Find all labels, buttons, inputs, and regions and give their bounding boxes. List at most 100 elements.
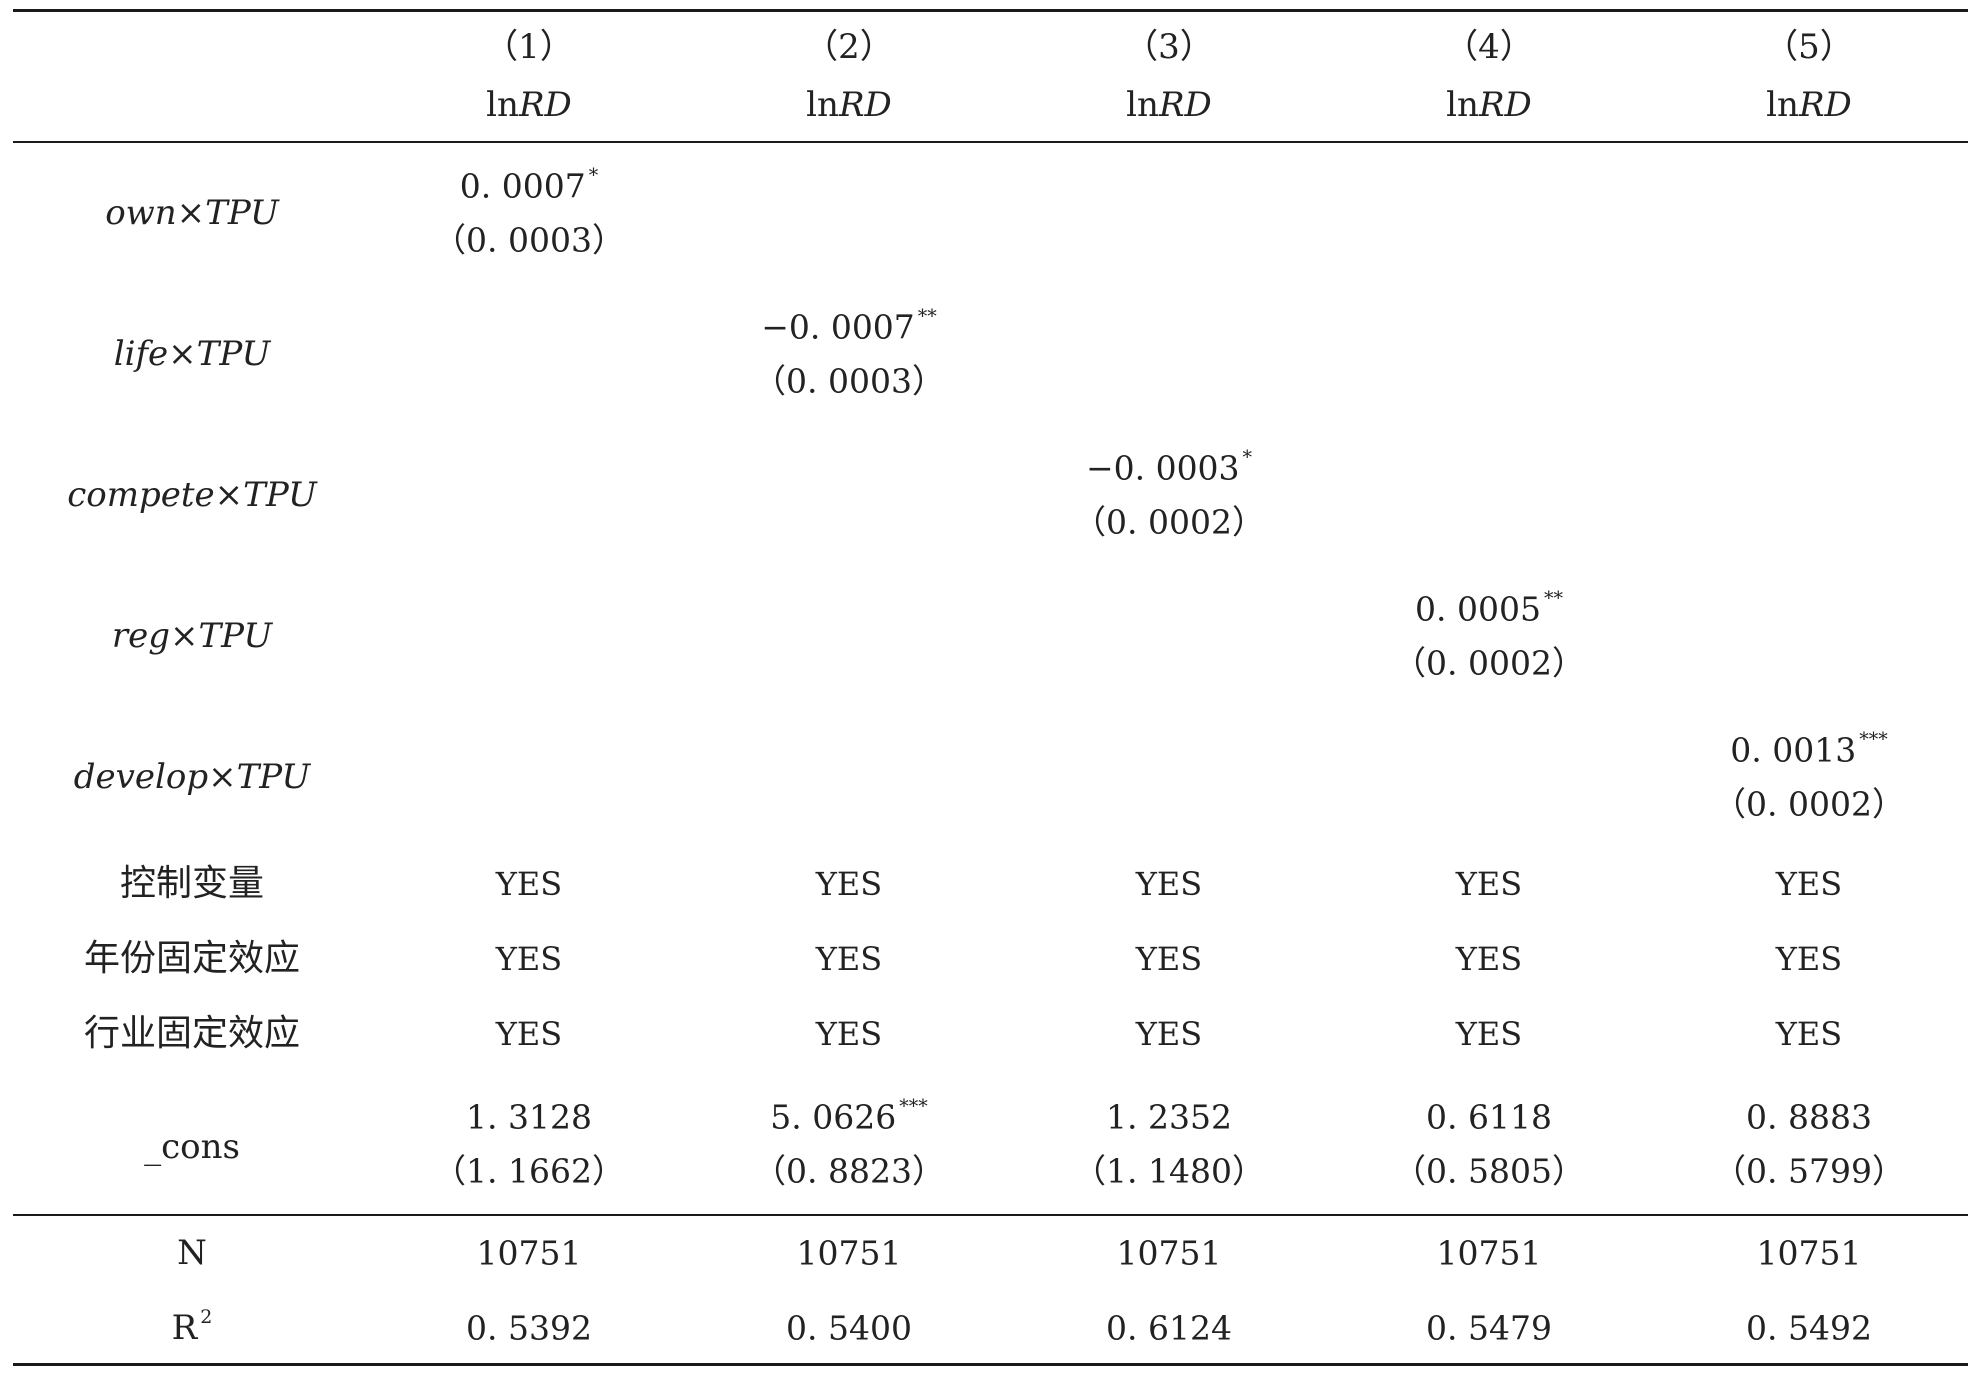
- interaction-tpu: TPU: [243, 475, 317, 515]
- header-rule: [13, 141, 1968, 143]
- standard-error: （0. 0002）: [1713, 784, 1905, 824]
- significance-stars: *: [1242, 446, 1253, 469]
- stats-rule: [13, 1214, 1968, 1216]
- times-sign: ×: [208, 757, 237, 797]
- dep-prefix: ln: [1766, 85, 1799, 125]
- n-value: 10751: [796, 1233, 902, 1273]
- cons-label: _cons: [144, 1127, 240, 1167]
- cons-coefficient: 5. 0626 ***: [770, 1097, 927, 1137]
- interaction-label: compete×TPU: [67, 478, 317, 512]
- n-value: 10751: [476, 1233, 582, 1273]
- coefficient-value: 0. 0005: [1415, 589, 1541, 629]
- control-label: 年份固定效应: [83, 938, 301, 979]
- dependent-variable: lnRD: [486, 88, 572, 122]
- n-label: N: [177, 1233, 207, 1273]
- interaction-label: develop×TPU: [74, 760, 310, 794]
- n-value: 10751: [1756, 1233, 1862, 1273]
- cons-standard-error: （0. 8823）: [753, 1151, 945, 1191]
- cons-standard-error: （1. 1662）: [433, 1151, 625, 1191]
- dependent-variable: lnRD: [1766, 88, 1852, 122]
- cons-value: 1. 3128: [466, 1097, 592, 1137]
- cons-value: 5. 0626: [770, 1097, 897, 1137]
- interaction-var: reg: [111, 616, 171, 656]
- coefficient-value: −0. 0003: [1085, 448, 1240, 488]
- control-value: YES: [1135, 1015, 1203, 1053]
- control-value: YES: [1455, 1015, 1523, 1053]
- r2-base: R: [171, 1308, 198, 1348]
- column-number: （1）: [484, 27, 574, 67]
- n-value: 10751: [1436, 1233, 1542, 1273]
- cons-coefficient: 1. 3128: [466, 1101, 592, 1134]
- cons-standard-error: （0. 5805）: [1393, 1151, 1585, 1191]
- significance-stars: **: [917, 305, 937, 328]
- control-value: YES: [1775, 865, 1843, 903]
- cons-value: 0. 6118: [1426, 1097, 1552, 1137]
- dep-var: RD: [1478, 85, 1532, 125]
- cons-coefficient: 0. 6118: [1426, 1101, 1552, 1134]
- standard-error: （0. 0002）: [1073, 502, 1265, 542]
- column-number: （2）: [804, 27, 894, 67]
- coefficient: 0. 0005 **: [1415, 589, 1563, 629]
- dep-prefix: ln: [806, 85, 839, 125]
- coefficient-value: 0. 0007: [459, 166, 586, 206]
- control-value: YES: [1135, 940, 1203, 978]
- significance-stars: ***: [1859, 728, 1888, 751]
- coefficient-value: 0. 0013: [1730, 730, 1857, 770]
- interaction-var: life: [113, 334, 169, 374]
- r2-value: 0. 6124: [1106, 1308, 1232, 1348]
- control-value: YES: [815, 865, 883, 903]
- interaction-var: compete: [67, 475, 215, 515]
- coefficient: −0. 0007 **: [761, 307, 937, 347]
- dep-prefix: ln: [1446, 85, 1479, 125]
- coefficient: 0. 0013 ***: [1730, 730, 1887, 770]
- times-sign: ×: [176, 193, 206, 233]
- dep-var: RD: [1798, 85, 1852, 125]
- column-number: （4）: [1444, 27, 1534, 67]
- control-value: YES: [495, 1015, 563, 1053]
- standard-error: （0. 0002）: [1393, 643, 1585, 683]
- control-label: 行业固定效应: [83, 1013, 301, 1054]
- control-value: YES: [1775, 1015, 1843, 1053]
- significance-stars: **: [1543, 587, 1563, 610]
- dep-var: RD: [838, 85, 892, 125]
- n-value: 10751: [1116, 1233, 1222, 1273]
- coefficient-value: −0. 0007: [761, 307, 915, 347]
- cons-standard-error: （0. 5799）: [1713, 1151, 1905, 1191]
- interaction-label: reg×TPU: [112, 619, 272, 653]
- bottom-rule: [13, 1363, 1968, 1366]
- r2-value: 0. 5479: [1426, 1308, 1552, 1348]
- significance-stars: ***: [899, 1095, 928, 1118]
- cons-standard-error: （1. 1480）: [1073, 1151, 1265, 1191]
- standard-error: （0. 0003）: [753, 361, 945, 401]
- interaction-label: own×TPU: [105, 196, 279, 230]
- coefficient: −0. 0003 *: [1085, 448, 1252, 488]
- interaction-var: develop: [73, 757, 209, 797]
- standard-error: （0. 0003）: [433, 220, 625, 260]
- times-sign: ×: [214, 475, 244, 515]
- control-value: YES: [1455, 865, 1523, 903]
- interaction-var: own: [105, 193, 177, 233]
- dep-var: RD: [518, 85, 572, 125]
- coefficient: 0. 0007 *: [459, 166, 598, 206]
- interaction-tpu: TPU: [236, 757, 311, 797]
- control-value: YES: [815, 940, 883, 978]
- control-label: 控制变量: [119, 863, 265, 904]
- r2-value: 0. 5392: [466, 1308, 592, 1348]
- column-number: （3）: [1124, 27, 1214, 67]
- cons-value: 1. 2352: [1106, 1097, 1232, 1137]
- control-value: YES: [495, 940, 563, 978]
- control-value: YES: [1455, 940, 1523, 978]
- control-value: YES: [495, 865, 563, 903]
- significance-stars: *: [588, 164, 599, 187]
- dependent-variable: lnRD: [1126, 88, 1212, 122]
- r2-sup: 2: [200, 1305, 213, 1328]
- times-sign: ×: [168, 334, 197, 374]
- cons-value: 0. 8883: [1746, 1097, 1872, 1137]
- r2-value: 0. 5400: [786, 1308, 912, 1348]
- control-value: YES: [815, 1015, 883, 1053]
- dep-var: RD: [1158, 85, 1212, 125]
- interaction-tpu: TPU: [198, 616, 273, 656]
- column-number: （5）: [1764, 27, 1854, 67]
- r2-value: 0. 5492: [1746, 1308, 1872, 1348]
